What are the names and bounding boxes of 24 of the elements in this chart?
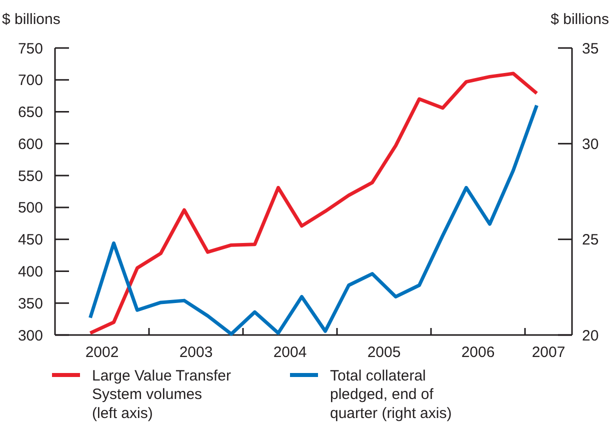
y-tick-label: 350 <box>18 295 43 312</box>
x-tick-label: 2004 <box>273 344 307 361</box>
y2-tick-label: 25 <box>582 232 599 249</box>
x-tick-label: 2006 <box>461 344 495 361</box>
y-tick-label: 600 <box>18 136 43 153</box>
y-tick-label: 500 <box>18 200 43 217</box>
legend-label: Total collateral pledged, end of quarter (right axis) <box>330 367 452 422</box>
y-tick-label: 450 <box>18 232 43 249</box>
y-tick-label: 300 <box>18 327 43 344</box>
x-tick-label: 2005 <box>367 344 401 361</box>
y2-axis-title: $ billions <box>550 11 609 28</box>
x-tick-label: 2003 <box>179 344 213 361</box>
y2-tick-label: 30 <box>582 136 599 153</box>
y-tick-label: 400 <box>18 263 43 280</box>
x-tick-label: 2002 <box>85 344 119 361</box>
y-tick-label: 650 <box>18 104 43 122</box>
y-tick-label: 700 <box>18 72 43 90</box>
y2-tick-label: 20 <box>582 327 599 344</box>
y2-tick-label: 35 <box>582 40 599 58</box>
y-axis-title: $ billions <box>2 11 60 28</box>
y-tick-label: 550 <box>18 168 43 185</box>
y-tick-label: 750 <box>18 40 43 58</box>
x-tick-label: 2007 <box>532 344 566 361</box>
legend-label: Large Value Transfer System volumes (left axis) <box>92 367 231 422</box>
